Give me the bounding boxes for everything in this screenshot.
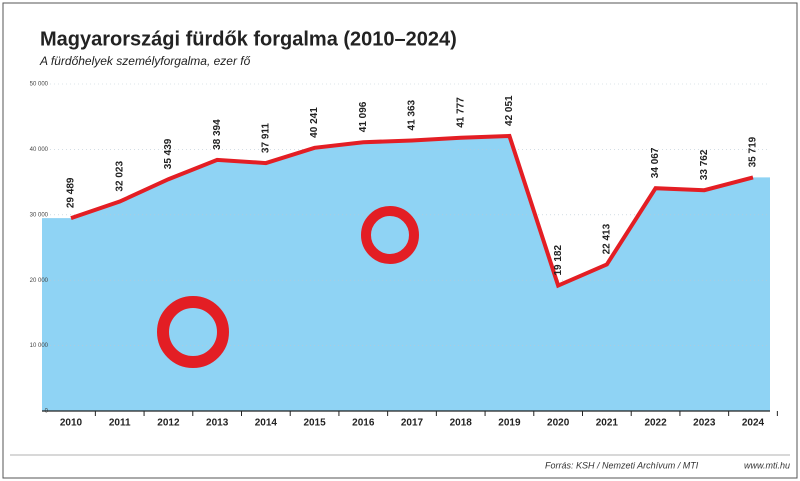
x-tick-label: 2014: [255, 418, 278, 429]
chart-subtitle: A fürdőhelyek személyforgalma, ezer fő: [39, 54, 251, 68]
data-label: 38 394: [212, 119, 223, 150]
line: [70, 133, 754, 289]
x-tick-label: 2015: [303, 418, 326, 429]
data-label: 19 182: [553, 245, 564, 276]
data-label: 35 439: [163, 138, 174, 169]
x-tick-label: 2016: [352, 418, 375, 429]
data-label: 34 067: [650, 147, 661, 178]
data-label: 33 762: [699, 149, 710, 180]
data-label: 29 489: [66, 177, 77, 208]
data-label: 42 051: [504, 95, 515, 126]
y-tick-label: 10 000: [30, 343, 49, 349]
data-label: 41 363: [407, 99, 418, 130]
source: Forrás: KSH / Nemzeti Archívum / MTI: [545, 460, 699, 470]
data-label: 22 413: [601, 223, 612, 254]
data-label: 37 911: [260, 123, 271, 153]
website: www.mti.hu: [744, 460, 790, 470]
x-tick-label: 2020: [547, 418, 570, 429]
x-tick-label: 2019: [498, 418, 521, 429]
y-tick-label: 40 000: [30, 147, 49, 153]
y-tick-label: 20 000: [30, 278, 49, 284]
x-tick-label: 2021: [596, 418, 619, 429]
x-tick-label: 2012: [157, 418, 180, 429]
data-label: 32 023: [114, 161, 125, 192]
x-tick-label: 2023: [693, 418, 716, 429]
data-label: 35 719: [748, 136, 759, 167]
decoration: [157, 206, 419, 368]
x-tick-label: 2010: [60, 418, 83, 429]
x-tick-label: 2024: [742, 418, 765, 429]
data-label: 40 241: [309, 107, 320, 138]
data-label: 41 096: [358, 101, 369, 132]
x-tick-label: 2011: [109, 418, 131, 429]
chart-title: Magyarországi fürdők forgalma (2010–2024…: [40, 28, 457, 50]
y-tick-label: 30 000: [30, 212, 49, 218]
x-tick-label: 2017: [401, 418, 424, 429]
swim-ring: [157, 296, 229, 368]
swim-ring: [361, 206, 419, 264]
data-label: 41 777: [455, 97, 466, 128]
x-tick-label: 2013: [206, 418, 229, 429]
x-tick-label: 2018: [450, 418, 473, 429]
y-tick-label: 50 000: [30, 82, 49, 88]
x-tick-label: 2022: [644, 418, 667, 429]
